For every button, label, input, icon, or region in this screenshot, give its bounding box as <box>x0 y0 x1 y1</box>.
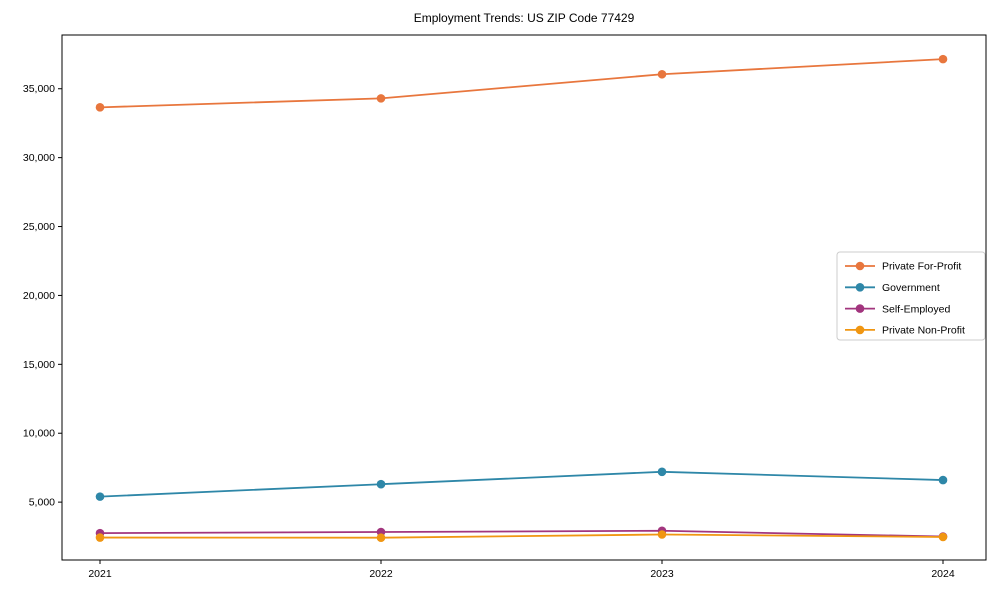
legend-box <box>836 251 986 341</box>
legend-marker-private-for-profit <box>855 261 865 271</box>
x-axis-tick-label: 2024 <box>931 568 955 580</box>
legend-marker-government <box>855 283 865 292</box>
data-point-private-for-profit <box>95 103 105 112</box>
y-axis-tick-label: 30,000 <box>23 152 55 164</box>
data-point-government <box>376 479 386 489</box>
data-point-government <box>657 467 667 477</box>
plot-border <box>61 34 987 561</box>
data-point-government <box>95 492 105 501</box>
legend-marker-self-employed <box>855 304 865 313</box>
chart-title: Employment Trends: US ZIP Code 77429 <box>413 11 635 25</box>
data-point-private-for-profit <box>376 94 386 103</box>
data-point-private-non-profit <box>95 533 105 542</box>
legend-label-government: Government <box>882 282 940 294</box>
y-axis-tick-label: 10,000 <box>23 428 55 440</box>
y-axis-tick-label: 25,000 <box>23 221 55 233</box>
data-point-private-for-profit <box>657 69 667 79</box>
legend-label-private-for-profit: Private For-Profit <box>882 261 961 273</box>
series-line-private-for-profit <box>99 58 944 109</box>
legend-label-private-non-profit: Private Non-Profit <box>882 325 965 337</box>
legend-label-self-employed: Self-Employed <box>882 303 950 315</box>
data-point-private-for-profit <box>938 54 948 64</box>
data-point-government <box>938 475 948 485</box>
y-axis-tick-label: 20,000 <box>23 290 55 302</box>
y-axis-tick-label: 5,000 <box>29 497 55 509</box>
series-line-government <box>99 470 944 498</box>
series-line-self-employed <box>99 529 944 538</box>
data-point-private-non-profit <box>657 530 667 539</box>
legend-marker-private-non-profit <box>855 325 865 335</box>
y-axis-tick-label: 35,000 <box>23 83 55 95</box>
x-axis-tick-label: 2022 <box>369 568 393 580</box>
data-point-private-non-profit <box>938 532 948 542</box>
y-axis-tick-label: 15,000 <box>23 359 55 371</box>
x-axis-tick-label: 2023 <box>650 568 674 580</box>
x-axis-tick-label: 2021 <box>88 568 112 580</box>
data-point-private-non-profit <box>376 533 386 542</box>
series-line-private-non-profit <box>99 533 944 539</box>
